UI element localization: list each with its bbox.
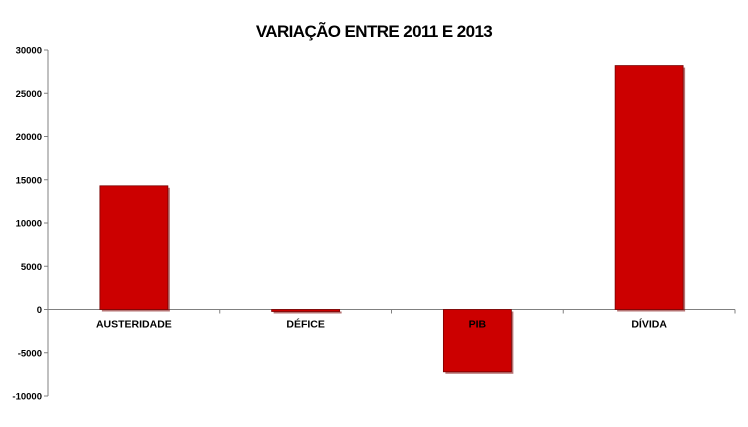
y-tick-label: 30000 — [16, 46, 42, 57]
y-tick-label: 5000 — [21, 262, 42, 273]
bar-shadow — [273, 311, 342, 314]
y-tick-label: -10000 — [12, 392, 42, 403]
bar-austeridade — [99, 185, 169, 310]
x-tick-label: DÉFICE — [286, 318, 325, 331]
bar-défice — [271, 309, 341, 312]
y-tick-label: 10000 — [16, 219, 42, 230]
y-tick-label: 20000 — [16, 132, 42, 143]
y-tick-label: -5000 — [18, 348, 42, 359]
bar-dívida — [614, 65, 684, 310]
y-tick-label: 25000 — [16, 89, 42, 100]
x-tick-label: AUSTERIDADE — [96, 319, 172, 331]
bar-pib — [442, 309, 512, 373]
x-tick-label: DÍVIDA — [631, 318, 667, 331]
x-tick-label: PIB — [469, 319, 487, 331]
y-tick-labels: 30000 25000 20000 15000 10000 5000 0 -5000 -1000… — [12, 46, 42, 403]
y-tick-label: 0 — [37, 305, 42, 316]
chart-title: VARIAÇÃO ENTRE 2011 E 2013 — [256, 21, 492, 41]
bars — [99, 65, 686, 374]
x-tick-labels: AUSTERIDADE DÉFICE PIB DÍVIDA — [96, 318, 667, 331]
y-tick-label: 15000 — [16, 175, 42, 186]
